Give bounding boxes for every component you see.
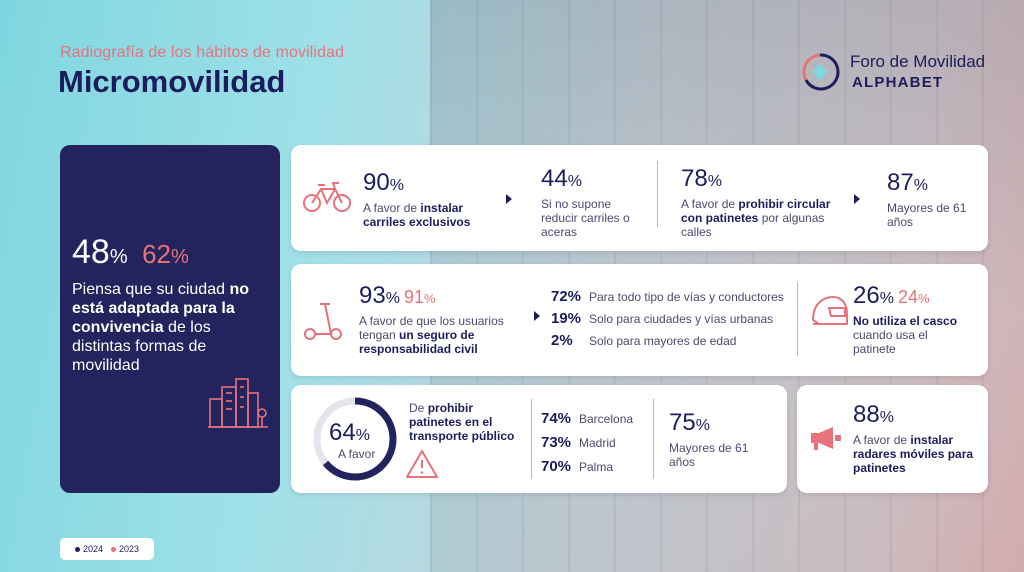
public-transport-text: De prohibir patinetes en el transporte p… xyxy=(409,401,515,443)
legend-item-2024: 2024 xyxy=(74,544,103,554)
divider xyxy=(653,399,654,479)
arrow-right-icon xyxy=(854,194,860,204)
bike-lanes-card: 90% A favor de instalar carriles exclusi… xyxy=(291,145,988,251)
city-buildings-icon xyxy=(208,378,268,428)
arrow-right-icon xyxy=(506,194,512,204)
insurance-card: 93% 91% A favor de que los usuarios tenga… xyxy=(291,264,988,376)
ring-value: 64% xyxy=(329,419,370,446)
list-item: 73% Madrid xyxy=(541,434,616,451)
over-61-value: 87% xyxy=(887,169,928,196)
bicycle-icon xyxy=(303,182,351,212)
warning-icon xyxy=(406,450,438,478)
megaphone-icon xyxy=(811,427,841,450)
insurance-text: A favor de que los usuarios tengan un se… xyxy=(359,314,504,356)
left-summary-card: 48% 62% Piensa que su ciudad no está ada… xyxy=(60,145,280,493)
bike-lanes-text: A favor de instalar carriles exclusivos xyxy=(363,201,471,229)
no-reduce-text: Si no supone reducir carriles o aceras xyxy=(541,197,630,239)
insurance-breakdown-list: 72% Para todo tipo de vías y conductores … xyxy=(551,286,784,352)
ring-label: A favor xyxy=(338,447,376,461)
logo-mark-icon xyxy=(802,53,840,91)
over-61-transport-text: Mayores de 61 años xyxy=(669,441,749,469)
over-61-text: Mayores de 61 años xyxy=(887,201,967,229)
no-helmet-text: No utiliza el casco cuando usa el patinet… xyxy=(853,314,958,356)
divider xyxy=(797,282,798,356)
prohibit-scooters-value: 78% xyxy=(681,165,722,192)
radars-text: A favor de instalar radares móviles para… xyxy=(853,433,974,475)
radars-card: 88% A favor de instalar radares móviles … xyxy=(797,385,988,493)
no-helmet-value: 26% 24% xyxy=(853,282,930,309)
radars-value: 88% xyxy=(853,401,894,428)
over-61-transport-value: 75% xyxy=(669,409,710,436)
public-transport-card: 64% A favor De prohibir patinetes en el … xyxy=(291,385,787,493)
left-card-percentages: 48% 62% xyxy=(72,233,189,272)
logo: Foro de Movilidad ALPHABET xyxy=(800,48,1000,100)
scooter-icon xyxy=(304,303,342,340)
logo-text-line1: Foro de Movilidad xyxy=(850,52,986,71)
no-reduce-value: 44% xyxy=(541,165,582,192)
favor-ring-gauge xyxy=(313,397,397,481)
arrow-right-icon xyxy=(534,311,540,321)
insurance-value-2023: 91% xyxy=(403,287,436,307)
divider xyxy=(531,399,532,479)
left-value-2024: 48% xyxy=(72,233,128,271)
page-subtitle: Radiografía de los hábitos de movilidad xyxy=(60,44,345,61)
year-legend: 2024 2023 xyxy=(60,538,154,560)
insurance-value: 93% 91% xyxy=(359,282,436,309)
legend-dot-icon xyxy=(74,547,80,553)
list-item: 74% Barcelona xyxy=(541,410,634,427)
no-helmet-value-2023: 24% xyxy=(897,287,930,307)
city-breakdown-list: 74% Barcelona 73% Madrid 70% Palma xyxy=(541,407,633,479)
list-item: 2% Solo para mayores de edad xyxy=(551,332,737,349)
helmet-icon xyxy=(811,295,848,325)
prohibit-scooters-text: A favor de prohibir circular con patinet… xyxy=(681,197,831,239)
legend-item-2023: 2023 xyxy=(111,544,139,554)
legend-dot-icon xyxy=(111,547,116,553)
list-item: 70% Palma xyxy=(541,458,614,475)
left-card-description: Piensa que su ciudad no está adaptada pa… xyxy=(72,281,249,374)
divider xyxy=(657,161,658,227)
left-value-2023: 62% xyxy=(142,239,189,269)
page-title: Micromovilidad xyxy=(58,64,286,99)
list-item: 72% Para todo tipo de vías y conductores xyxy=(551,288,784,305)
list-item: 19% Solo para ciudades y vías urbanas xyxy=(551,310,774,327)
bike-lanes-value: 90% xyxy=(363,169,404,196)
logo-text-line2: ALPHABET xyxy=(852,74,944,91)
